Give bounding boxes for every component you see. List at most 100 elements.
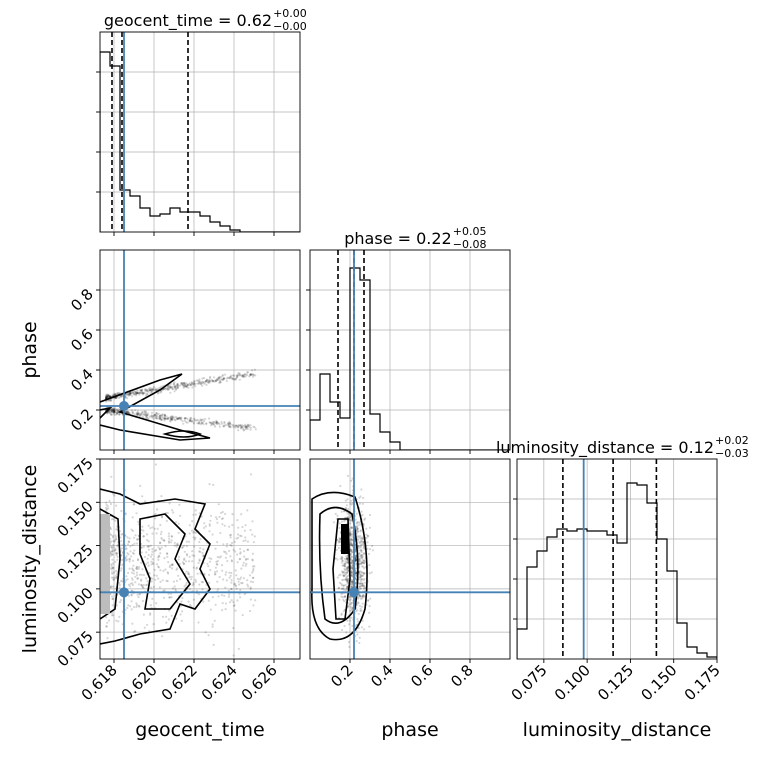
sample-point [193, 545, 196, 548]
sample-point [155, 412, 158, 415]
sample-point [240, 582, 243, 585]
sample-point [176, 543, 179, 547]
sample-point [193, 379, 196, 382]
sample-point [182, 562, 186, 566]
sample-point [183, 557, 186, 560]
sample-point [230, 581, 233, 584]
sample-point [165, 615, 168, 618]
sample-point [363, 587, 366, 590]
sample-point [133, 630, 136, 633]
sample-point [174, 385, 177, 389]
sample-point [140, 583, 143, 586]
sample-point [210, 514, 213, 517]
sample-point [108, 410, 111, 413]
sample-point [143, 555, 147, 559]
sample-point [357, 602, 360, 605]
sample-point [192, 513, 195, 516]
sample-point [351, 608, 354, 611]
sample-point [113, 409, 116, 412]
sample-point [152, 585, 156, 588]
sample-point [177, 558, 180, 561]
sample-point [168, 502, 171, 505]
sample-point [251, 559, 254, 562]
sample-point [138, 414, 142, 417]
sample-point [170, 415, 173, 418]
sample-point [246, 423, 250, 426]
sample-point [167, 416, 170, 419]
sample-point [342, 610, 345, 613]
sample-point [361, 578, 364, 581]
sample-point [155, 417, 158, 420]
sample-point [163, 539, 166, 542]
sample-point [167, 532, 170, 535]
sample-point [114, 547, 117, 551]
sample-point [168, 596, 171, 599]
sample-point [207, 417, 211, 420]
sample-point [113, 411, 116, 414]
sample-point [111, 409, 114, 413]
sample-point [136, 558, 140, 561]
sample-point [192, 382, 195, 386]
sample-point [197, 593, 201, 596]
sample-point [201, 421, 204, 424]
sample-point [220, 564, 224, 567]
sample-point [231, 423, 234, 426]
sample-point [350, 601, 353, 604]
sample-point [146, 623, 149, 626]
sample-point [362, 540, 365, 543]
sample-point [128, 391, 131, 394]
sample-point [173, 541, 176, 545]
sample-point [142, 583, 145, 587]
sample-point [343, 565, 346, 568]
sample-point [225, 379, 228, 383]
sample-point [142, 613, 145, 616]
hist-panel-phase [310, 250, 510, 450]
sample-point [152, 623, 155, 626]
sample-point [221, 609, 224, 612]
sample-point [227, 595, 230, 598]
sample-point [192, 536, 195, 539]
sample-point [214, 516, 218, 519]
sample-point [350, 499, 353, 502]
sample-point [111, 409, 114, 412]
sample-point [181, 610, 184, 613]
sample-point [229, 375, 232, 378]
sample-point [130, 600, 133, 603]
sample-point [161, 615, 165, 619]
sample-point [117, 410, 120, 413]
sample-point [154, 463, 157, 466]
sample-point [343, 562, 346, 565]
sample-point [211, 380, 214, 383]
sample-point [185, 385, 188, 388]
sample-point [204, 380, 207, 383]
sample-point [358, 560, 361, 563]
sample-point [239, 424, 242, 427]
sample-point [169, 420, 172, 423]
sample-point [359, 546, 362, 549]
sample-point [154, 388, 158, 391]
sample-point [240, 374, 243, 377]
sample-point [246, 425, 249, 428]
sample-point [183, 385, 186, 388]
sample-point [349, 609, 352, 612]
sample-point [340, 612, 343, 615]
sample-point [176, 601, 179, 604]
x-axis-label-luminosity_distance: luminosity_distance [523, 719, 712, 741]
sample-point [167, 535, 170, 538]
sample-point [209, 421, 212, 424]
sample-point [178, 416, 181, 419]
sample-point [229, 543, 232, 547]
sample-point [358, 562, 361, 565]
sample-point [152, 417, 155, 420]
sample-point [220, 594, 224, 597]
sample-point [174, 384, 177, 387]
sample-point [110, 564, 113, 568]
sample-point [244, 536, 247, 539]
sample-point [236, 561, 239, 564]
sample-point [128, 393, 131, 396]
sample-point [165, 519, 168, 523]
sample-point [201, 381, 205, 384]
sample-point [137, 392, 140, 395]
sample-point [216, 563, 219, 566]
sample-point [340, 520, 344, 523]
